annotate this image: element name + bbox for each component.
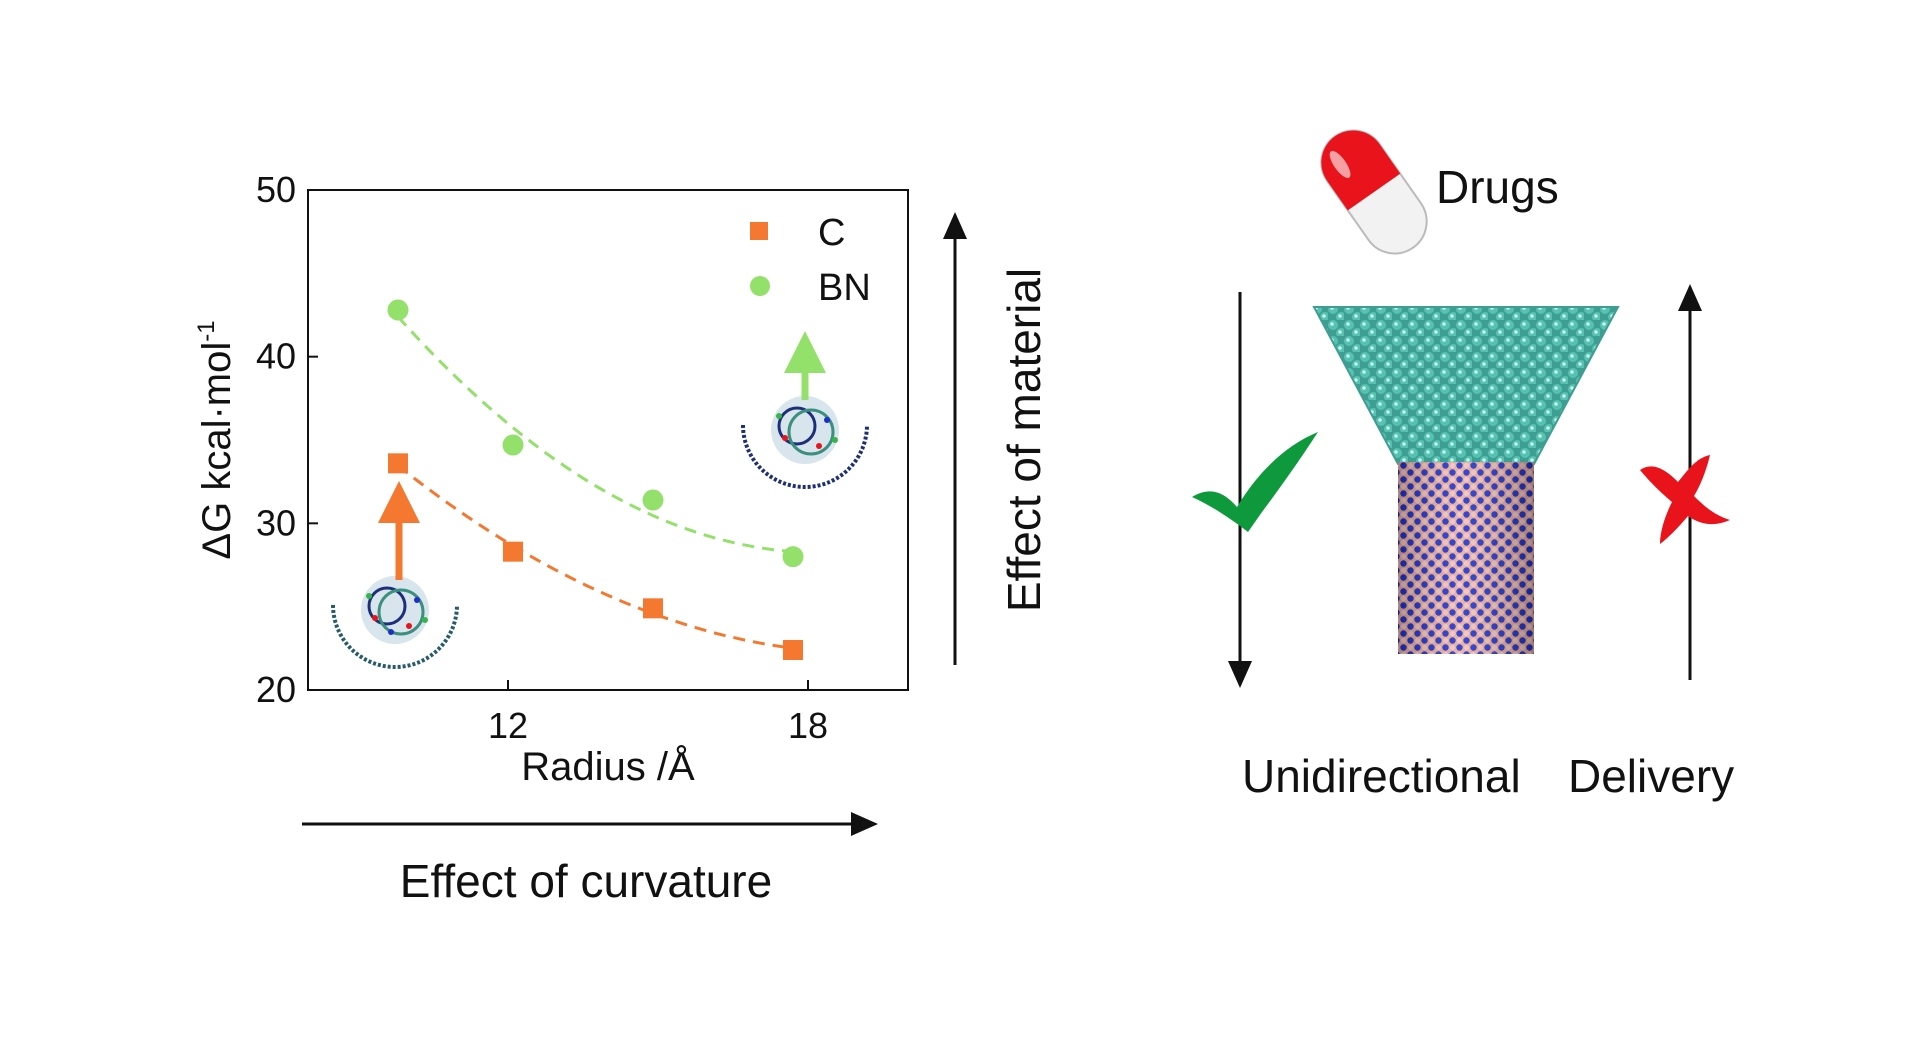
y-tick-label: 50	[256, 169, 296, 210]
y-tick-label: 20	[256, 669, 296, 710]
drugs-label: Drugs	[1436, 161, 1559, 213]
x-axis-label: Radius /Å	[521, 744, 695, 789]
data-point-c	[503, 541, 523, 562]
legend-label-c: C	[818, 212, 845, 254]
y-axis: 20 30 40 50	[256, 169, 318, 710]
y-tick-label: 30	[256, 502, 296, 543]
x-tick-label: 12	[488, 705, 528, 746]
data-point-bn	[502, 434, 524, 456]
x-tick-label: 18	[788, 705, 828, 746]
checkmark-icon	[1192, 432, 1318, 532]
x-axis: 12 18	[488, 680, 828, 746]
legend-label-bn: BN	[818, 267, 871, 309]
legend-marker-bn	[750, 276, 770, 296]
data-point-bn	[642, 489, 664, 511]
nanotube-icon	[1312, 306, 1620, 654]
delivery-label: Delivery	[1568, 750, 1734, 802]
drug-pill-icon	[1320, 129, 1428, 255]
plot-frame	[307, 189, 909, 691]
delivery-schematic: Drugs Unidirectional Delivery	[1192, 129, 1734, 802]
molecule-icon	[741, 331, 869, 489]
unidirectional-label: Unidirectional	[1242, 750, 1521, 802]
molecule-icon	[331, 481, 459, 669]
fit-line-c	[397, 464, 794, 650]
free-energy-chart: 20 30 40 50 12 18 ΔG kcal·mol-1 Radius /Å	[193, 169, 909, 789]
cross-icon	[1640, 455, 1730, 544]
series-layer	[387, 299, 804, 660]
y-axis-label: ΔG kcal·mol-1	[193, 320, 239, 559]
legend-marker-c	[750, 222, 768, 240]
data-point-bn	[782, 546, 804, 568]
effect-material-label: Effect of material	[998, 268, 1050, 612]
legend: C BN	[750, 212, 871, 309]
effect-curvature-label: Effect of curvature	[400, 855, 772, 907]
y-tick-label: 40	[256, 336, 296, 377]
data-point-c	[388, 453, 408, 474]
data-point-bn	[387, 299, 409, 321]
data-point-c	[643, 598, 663, 619]
data-point-c	[783, 640, 803, 660]
fit-line-bn	[396, 315, 794, 554]
